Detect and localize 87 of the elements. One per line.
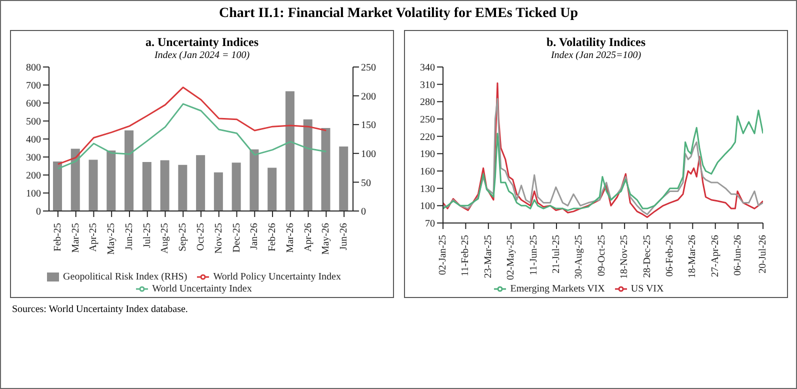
x-tick-label: Aug-25 xyxy=(160,223,171,254)
bar xyxy=(178,164,188,211)
y2-tick-label: 250 xyxy=(361,62,376,74)
bar xyxy=(250,149,259,211)
x-tick-label: 30-Aug-25 xyxy=(574,235,585,279)
y-tick-label: 300 xyxy=(26,152,41,164)
y-tick-label: 500 xyxy=(26,116,41,128)
bar xyxy=(70,148,80,211)
y-tick-label: 100 xyxy=(26,188,41,200)
y-tick-label: 340 xyxy=(420,62,435,74)
x-tick-label: 11-Jun-25 xyxy=(528,235,540,276)
y-tick-label: 200 xyxy=(26,170,41,182)
chart-title: b. Volatility Indices xyxy=(545,35,647,50)
y-tick-label: 0 xyxy=(36,206,41,218)
y-tick-label: 700 xyxy=(26,80,41,92)
y-tick-label: 190 xyxy=(420,149,435,160)
y-tick-label: 160 xyxy=(420,166,435,178)
y-tick-label: 400 xyxy=(26,134,41,146)
y-tick-label: 130 xyxy=(420,184,435,195)
bar xyxy=(196,155,206,211)
x-tick-label: 18-Nov-25 xyxy=(619,235,630,279)
x-tick-label: 06-Jun-26 xyxy=(732,235,744,276)
y2-tick-label: 200 xyxy=(361,91,376,102)
bar xyxy=(53,161,62,211)
text: Chart II.1: Financial Market Volatility for EMEs Ticked Up xyxy=(218,6,579,22)
x-tick-label: Jul-25 xyxy=(142,223,153,248)
x-tick-label: 09-Oct-25 xyxy=(596,235,608,276)
x-tick-label: Mar-25 xyxy=(70,223,82,253)
x-tick-label: 28-Dec-25 xyxy=(642,235,653,278)
x-tick-label: May-26 xyxy=(320,223,332,255)
y-tick-label: 250 xyxy=(420,114,435,126)
x-tick-label: Apr-25 xyxy=(88,223,100,252)
y-tick-label: 800 xyxy=(26,62,41,74)
bar xyxy=(268,168,277,211)
legend-label: World Uncertainty Index xyxy=(152,283,252,294)
x-tick-label: 11-Feb-25 xyxy=(460,235,472,276)
x-tick-label: 21-Jul-25 xyxy=(550,235,562,274)
x-tick-label: 23-Mar-25 xyxy=(482,235,494,278)
x-tick-label: Feb-26 xyxy=(267,223,278,252)
x-tick-label: Jun-26 xyxy=(338,223,350,250)
y-tick-label: 600 xyxy=(26,98,41,110)
y-tick-label: 280 xyxy=(420,97,435,108)
x-tick-label: 18-Mar-26 xyxy=(687,235,698,278)
source-note: Sources: World Uncertainty Index database. xyxy=(12,304,188,315)
bar xyxy=(142,162,152,211)
chart-subtitle: Index (Jan 2024 = 100) xyxy=(153,50,251,61)
x-tick-label: Dec-25 xyxy=(231,223,242,252)
x-tick-label: 02-Jan-25 xyxy=(438,235,448,275)
legend-label: World Policy Uncertainty Index xyxy=(213,271,341,282)
line-series xyxy=(57,86,327,165)
chart-title: a. Uncertainty Indices xyxy=(144,35,260,50)
bar xyxy=(214,172,223,211)
y-tick-label: 310 xyxy=(420,80,435,91)
x-tick-label: Oct-25 xyxy=(196,223,206,251)
legend-label: Emerging Markets VIX xyxy=(510,283,605,294)
y2-tick-label: 50 xyxy=(361,178,371,189)
y2-tick-label: 150 xyxy=(361,120,376,132)
bar xyxy=(321,128,330,211)
legend-label: US VIX xyxy=(630,283,664,294)
y2-tick-label: 0 xyxy=(361,206,366,218)
y-tick-label: 100 xyxy=(420,201,435,212)
y2-tick-label: 100 xyxy=(361,148,376,160)
bar xyxy=(124,130,134,211)
bar xyxy=(106,150,116,211)
x-tick-label: 20-Jul-26 xyxy=(758,235,768,274)
y-tick-label: 220 xyxy=(420,132,435,143)
bar xyxy=(88,160,98,211)
x-tick-label: 27-Apr-26 xyxy=(710,235,721,278)
x-tick-label: Jun-25 xyxy=(124,223,135,250)
bar xyxy=(339,146,348,211)
chart-subtitle: Index (Jan 2025=100) xyxy=(550,50,642,61)
x-tick-label: Sep-25 xyxy=(178,223,189,252)
x-tick-label: Nov-25 xyxy=(213,223,224,254)
line-series xyxy=(57,103,327,170)
y-tick-label: 70 xyxy=(425,218,435,230)
legend-label: Geopolitical Risk Index (RHS) xyxy=(63,271,188,282)
x-tick-label: 06-Feb-26 xyxy=(664,235,676,277)
x-tick-label: Feb-25 xyxy=(52,223,64,252)
x-tick-label: Jan-26 xyxy=(249,223,260,250)
x-tick-label: Apr-26 xyxy=(302,223,314,252)
bar xyxy=(285,91,294,211)
x-tick-label: 02-May-25 xyxy=(506,235,517,280)
bar xyxy=(232,162,241,211)
x-tick-label: Mar-26 xyxy=(284,223,296,253)
x-tick-label: May-25 xyxy=(106,223,118,255)
bar xyxy=(160,160,170,211)
bar xyxy=(303,119,312,211)
